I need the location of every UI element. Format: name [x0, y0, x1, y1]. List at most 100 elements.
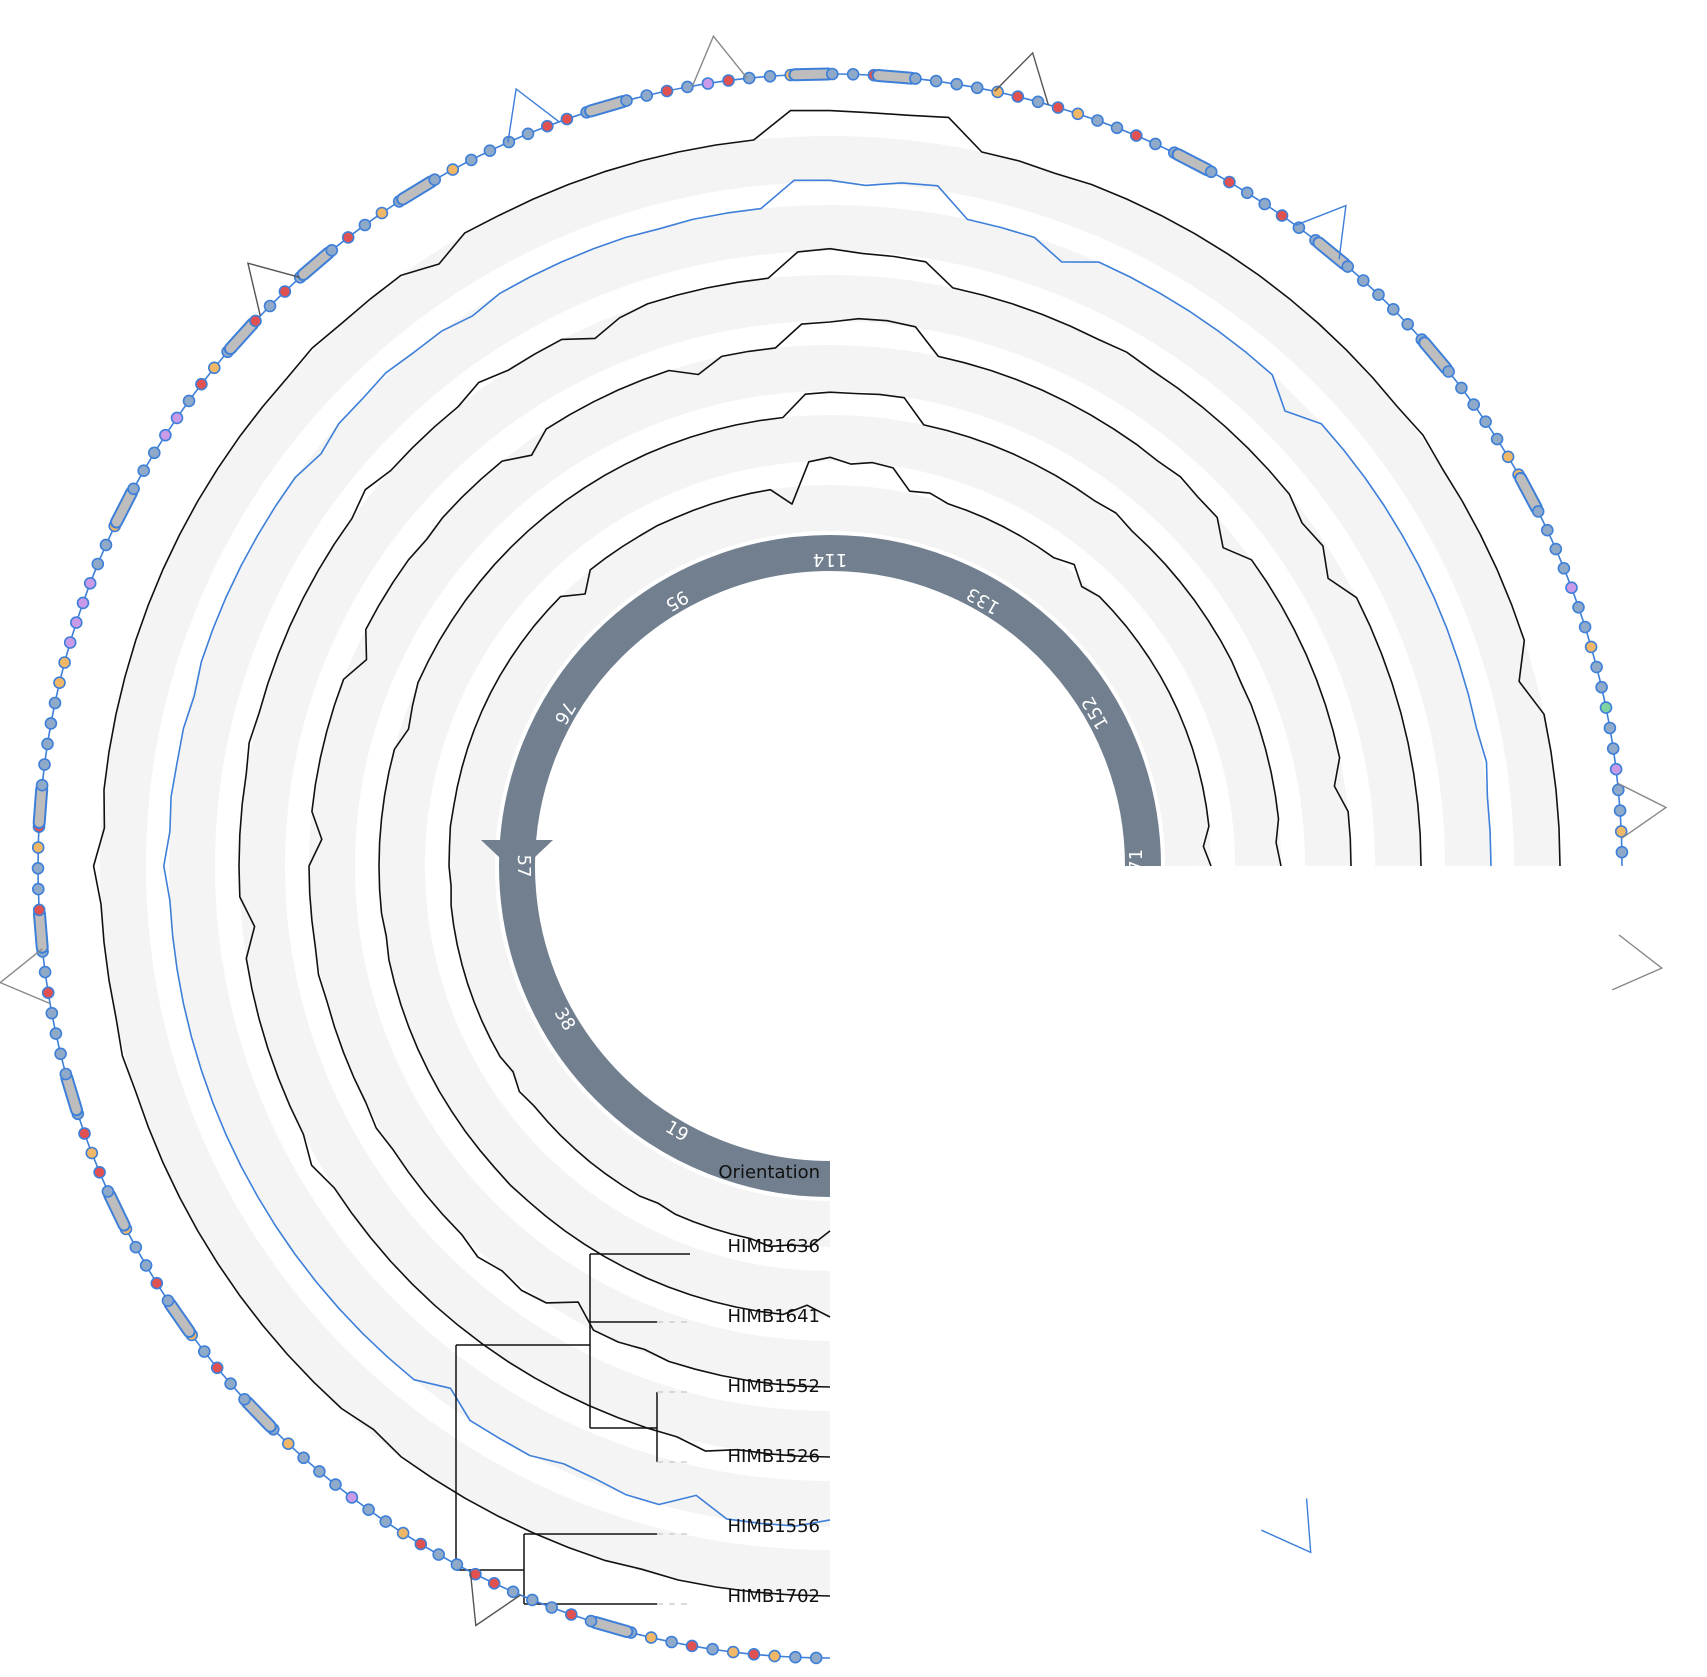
gene-cluster-node — [1071, 107, 1085, 121]
track-labels: Orientation HIMB1636 HIMB1641 HIMB1552 HIMB1… — [718, 1162, 820, 1607]
track-backgrounds — [100, 136, 1560, 1596]
gene-cluster-node — [640, 89, 654, 102]
gene-cluster-node — [929, 74, 943, 88]
track-label: HIMB1641 — [727, 1306, 820, 1327]
gene-cluster-node — [362, 1503, 375, 1516]
gene-cluster-node — [809, 1651, 823, 1665]
gene-cluster-node — [1557, 561, 1571, 575]
gene-cluster-node — [487, 1577, 501, 1590]
gene-cluster-node — [825, 67, 839, 81]
gene-cluster-node — [38, 758, 51, 771]
gene-cluster-node — [1578, 620, 1592, 634]
gene-cluster-node — [170, 411, 184, 425]
gene-cluster-node — [31, 882, 45, 896]
gene-cluster-node — [1613, 804, 1627, 817]
gene-cluster-node — [1615, 845, 1629, 859]
gene-cluster-node — [1501, 450, 1515, 464]
gene-cluster-node — [1606, 742, 1620, 755]
track-label: HIMB1556 — [727, 1516, 820, 1537]
gene-cluster-node — [278, 285, 292, 298]
gene-cluster-node — [1603, 721, 1617, 735]
gene-cluster-node — [32, 903, 46, 917]
track-label: HIMB1702 — [727, 1586, 820, 1607]
track-profile-line — [378, 391, 1282, 1318]
gene-cluster-node — [101, 1185, 115, 1198]
gene-cluster-node — [54, 1047, 67, 1061]
synteny-block-fill — [225, 319, 258, 354]
gene-cluster-node — [789, 1650, 802, 1664]
graph-bubble — [1295, 204, 1347, 260]
gene-cluster-node — [742, 71, 756, 85]
gene-cluster-node — [161, 1294, 175, 1307]
orientation-tick-label: 171 — [1126, 849, 1147, 883]
gene-cluster-node — [63, 636, 77, 649]
gene-cluster-node — [950, 77, 964, 91]
gene-cluster-node — [1531, 505, 1545, 518]
track-label: HIMB1552 — [727, 1376, 820, 1397]
gene-cluster-node — [525, 1593, 539, 1607]
gene-cluster-node — [78, 1127, 91, 1140]
gene-cluster-node — [464, 153, 478, 167]
track-label: HIMB1636 — [727, 1236, 820, 1257]
phylogenetic-tree — [455, 1253, 692, 1605]
graph-bubble — [469, 1571, 521, 1627]
gene-cluster-node — [198, 1345, 211, 1358]
gene-cluster-node — [396, 1526, 410, 1540]
gene-cluster-node — [44, 717, 58, 730]
gene-cluster-node — [1372, 288, 1385, 302]
gene-cluster-node — [1240, 186, 1254, 200]
gene-cluster-node — [127, 482, 140, 496]
gene-cluster-node — [1599, 701, 1613, 714]
gene-cluster-node — [1341, 260, 1354, 273]
synteny-block-fill — [105, 1190, 129, 1230]
gene-cluster-node — [706, 1642, 719, 1656]
gene-cluster-node — [58, 656, 71, 669]
gene-cluster-node — [722, 74, 735, 87]
gene-cluster-node — [93, 1166, 106, 1179]
gene-cluster-node — [701, 77, 715, 90]
gene-cluster-node — [129, 1240, 143, 1254]
track-profile-line — [238, 247, 1422, 1458]
gene-cluster-node — [1455, 381, 1468, 395]
synteny-block-fill — [34, 784, 47, 827]
gene-cluster-node — [1223, 175, 1236, 189]
gene-cluster-node — [1479, 415, 1492, 429]
gene-cluster-node — [313, 1465, 326, 1478]
gene-cluster-node — [1051, 101, 1065, 114]
orientation-arc — [499, 535, 1161, 1197]
gene-cluster-node — [660, 84, 674, 98]
gene-cluster-node — [1614, 825, 1628, 838]
gene-cluster-node — [446, 163, 460, 176]
gene-cluster-node — [483, 144, 497, 157]
gene-cluster-node — [432, 1548, 446, 1561]
gene-cluster-node — [665, 1635, 678, 1649]
gene-cluster-node — [224, 1377, 237, 1390]
gene-cluster-node — [249, 314, 262, 328]
gene-cluster-node — [53, 676, 66, 690]
gene-cluster-node — [747, 1648, 761, 1661]
gene-cluster-node — [1149, 137, 1162, 151]
gene-cluster-node — [540, 119, 554, 133]
orientation-arrowhead — [481, 840, 553, 874]
gene-cluster-node — [1258, 197, 1271, 211]
gene-cluster-node — [620, 94, 633, 107]
graph-bubble — [1611, 934, 1664, 991]
gene-cluster-node — [59, 1067, 73, 1081]
gene-cluster-node — [45, 1006, 59, 1020]
synteny-block-fill — [1173, 150, 1212, 175]
gene-cluster-node — [1467, 398, 1480, 411]
gene-cluster-node — [1387, 302, 1400, 316]
gene-cluster-node — [41, 737, 54, 751]
track-background — [169, 205, 1491, 1527]
synteny-block-fill — [165, 1299, 194, 1336]
pangenome-graph-ring — [0, 34, 1668, 1665]
track-background — [100, 136, 1560, 1596]
track-profile-line — [92, 109, 1561, 1597]
gene-cluster-node — [139, 1259, 153, 1272]
graph-bubble — [1617, 782, 1668, 839]
gene-cluster-node — [1590, 660, 1603, 674]
gene-cluster-node — [726, 1645, 740, 1659]
gene-cluster-node — [1091, 114, 1104, 127]
